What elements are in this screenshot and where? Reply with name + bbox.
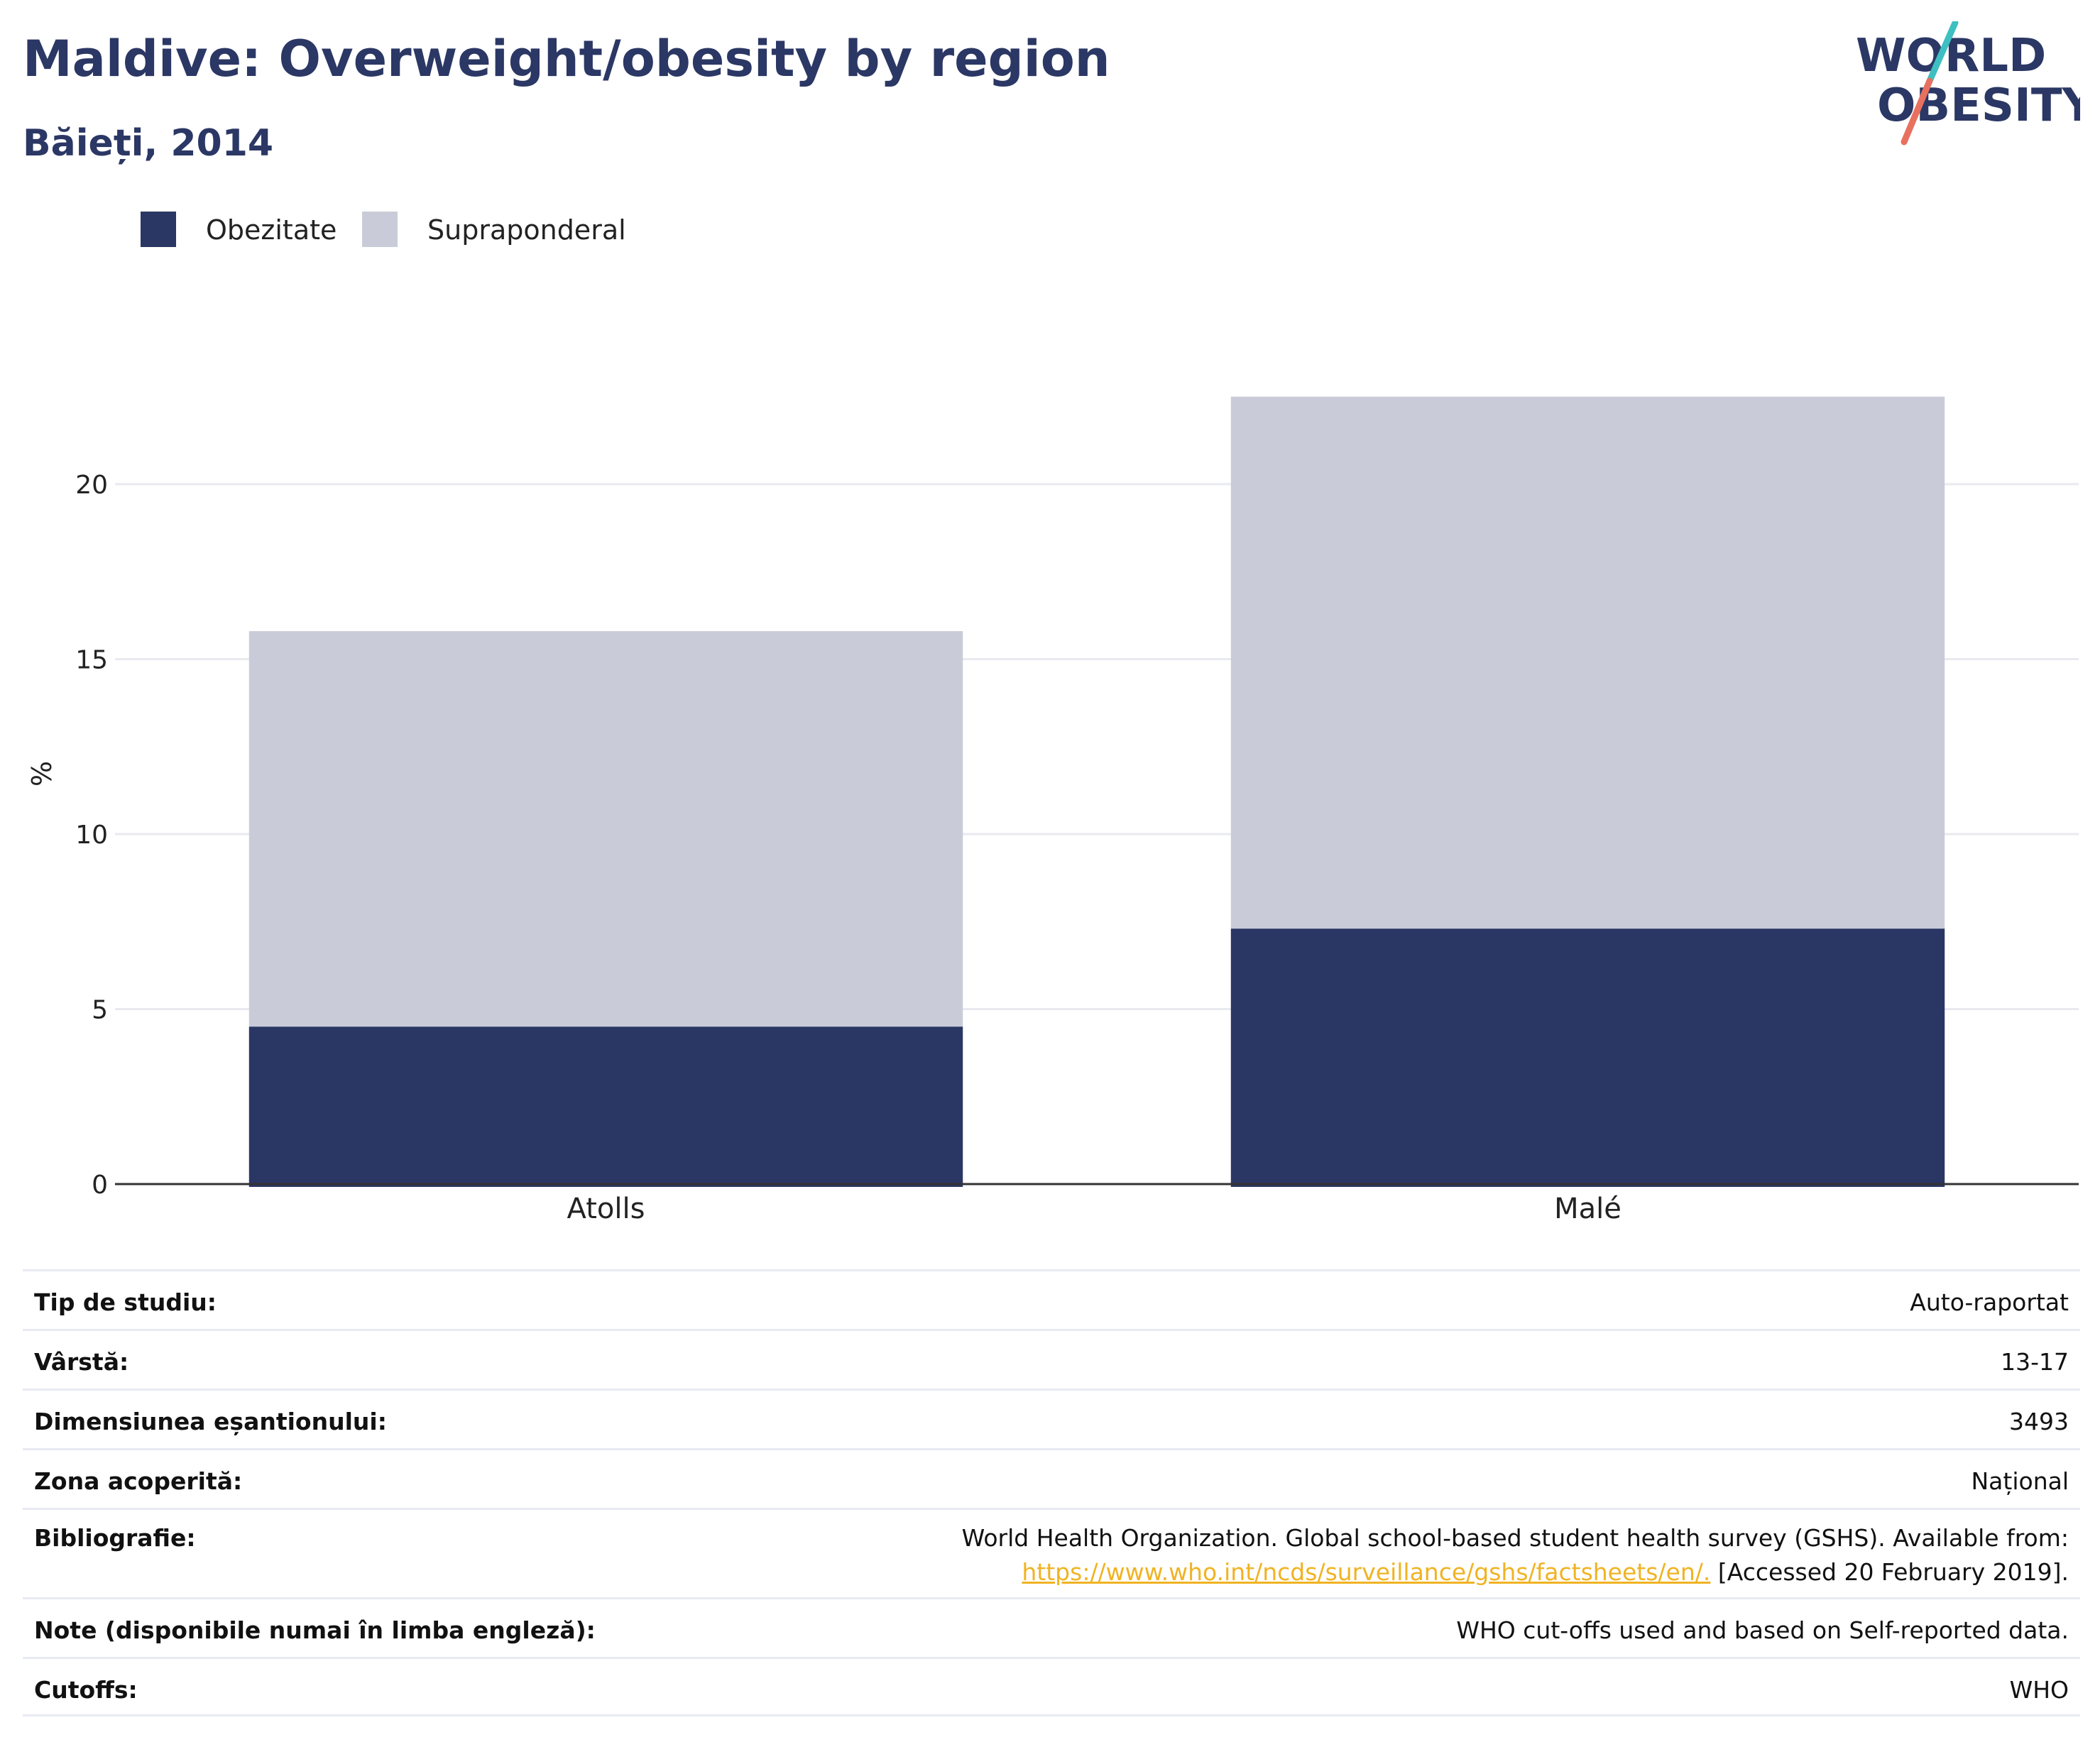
legend-label-overweight: Supraponderal (427, 214, 626, 246)
y-axis-label: % (26, 761, 58, 787)
legend-swatch-obesity (141, 212, 176, 247)
bibliography-link[interactable]: https://www.who.int/ncds/surveillance/gs… (1022, 1558, 1711, 1586)
bar-overweight-1[interactable] (1230, 396, 1945, 929)
meta-row-age: Vârstă: 13-17 (23, 1329, 2080, 1389)
page-subtitle: Băieți, 2014 (23, 122, 274, 165)
axis-layer: 0 5 10 15 20 Atolls Malé (75, 471, 2079, 1225)
x-tick-label: Malé (1554, 1193, 1622, 1225)
meta-value: 13-17 (2001, 1348, 2069, 1376)
logo-slash-coral (1901, 77, 1933, 146)
meta-label: Vârstă: (34, 1348, 129, 1376)
x-tick-label: Atolls (567, 1193, 645, 1225)
world-obesity-logo[interactable]: WORLD OBESITY (1853, 21, 2080, 149)
meta-row-cutoffs: Cutoffs: WHO (23, 1657, 2080, 1716)
meta-value: Auto-raportat (1910, 1288, 2069, 1316)
meta-row-sample-size: Dimensiunea eșantionului: 3493 (23, 1389, 2080, 1448)
meta-row-area-covered: Zona acoperită: Național (23, 1448, 2080, 1508)
meta-label: Dimensiunea eșantionului: (34, 1408, 387, 1435)
y-tick-label: 10 (75, 821, 108, 850)
meta-value: WHO cut-offs used and based on Self-repo… (1456, 1616, 2069, 1644)
legend-swatch-overweight (362, 212, 398, 247)
logo-slash-teal (1926, 21, 1959, 84)
meta-label: Bibliografie: (34, 1524, 196, 1552)
meta-value-line2: https://www.who.int/ncds/surveillance/gs… (1022, 1558, 2069, 1586)
bar-layer (248, 396, 1945, 1187)
bar-obesity-1[interactable] (1230, 929, 1945, 1187)
study-details-table: Tip de studiu: Auto-raportat Vârstă: 13-… (23, 1269, 2080, 1716)
bibliography-accessed-text: [Accessed 20 February 2019]. (1710, 1558, 2069, 1586)
meta-label: Note (disponibile numai în limba engleză… (34, 1616, 596, 1644)
legend-label-obesity: Obezitate (206, 214, 337, 246)
y-tick-label: 15 (75, 646, 108, 675)
page-title: Maldive: Overweight/obesity by region (23, 30, 1110, 88)
meta-row-notes: Note (disponibile numai în limba engleză… (23, 1597, 2080, 1657)
meta-row-bibliography: Bibliografie: World Health Organization.… (23, 1508, 2080, 1597)
y-tick-label: 5 (92, 996, 108, 1025)
meta-value: Național (1971, 1467, 2069, 1495)
stacked-bar-chart: 0 5 10 15 20 Atolls Malé % (26, 396, 2079, 1225)
bar-obesity-0[interactable] (248, 1026, 963, 1187)
meta-value-line1: World Health Organization. Global school… (961, 1524, 2069, 1552)
meta-row-study-type: Tip de studiu: Auto-raportat (23, 1269, 2080, 1329)
meta-label: Zona acoperită: (34, 1467, 243, 1495)
meta-label: Tip de studiu: (34, 1288, 217, 1316)
meta-value: WHO (2009, 1676, 2069, 1704)
meta-label: Cutoffs: (34, 1676, 138, 1704)
meta-value: 3493 (2009, 1408, 2069, 1435)
y-tick-label: 20 (75, 471, 108, 500)
y-tick-label: 0 (92, 1171, 108, 1200)
bar-overweight-0[interactable] (248, 631, 963, 1027)
